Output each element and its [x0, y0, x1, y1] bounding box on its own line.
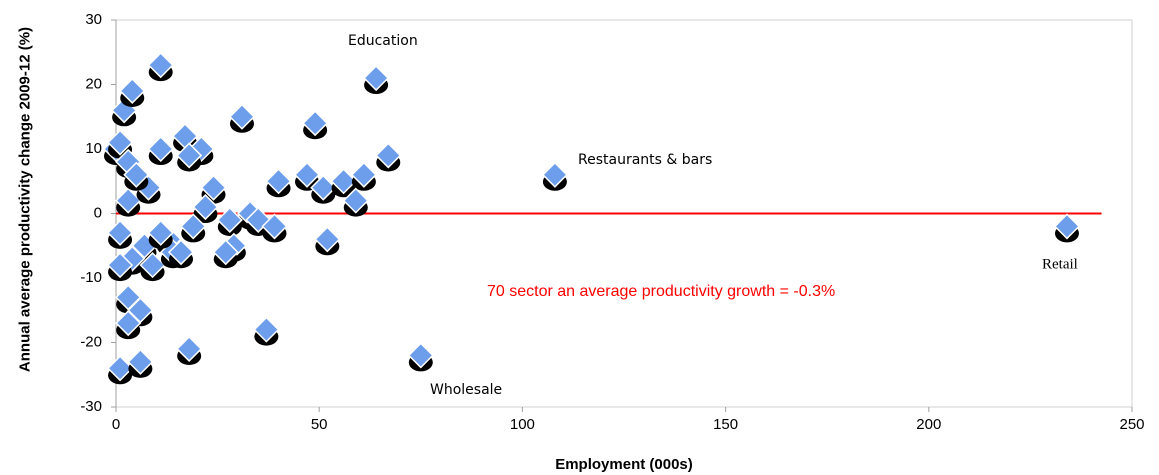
point-marker — [147, 52, 174, 79]
point-marker — [176, 335, 203, 363]
point-marker — [1053, 213, 1081, 240]
point — [147, 219, 174, 249]
point — [180, 213, 207, 243]
x-tick-label: 0 — [112, 416, 120, 433]
point — [253, 316, 280, 346]
point — [192, 193, 219, 224]
point — [212, 239, 239, 269]
point-marker — [192, 193, 219, 221]
point-marker — [176, 142, 203, 169]
point-marker — [541, 161, 568, 188]
point-marker — [147, 219, 174, 246]
point-marker — [261, 213, 288, 240]
point — [119, 77, 146, 107]
point-marker — [228, 103, 256, 130]
point-marker — [123, 161, 150, 188]
point — [314, 226, 341, 256]
point-marker — [330, 168, 357, 195]
x-tick-label: 250 — [1119, 416, 1144, 433]
point — [107, 355, 134, 385]
annotation: Restaurants & bars — [578, 152, 712, 168]
y-tick-label: 30 — [85, 11, 102, 28]
point — [375, 142, 402, 172]
point-marker — [139, 252, 166, 279]
point-marker — [107, 355, 134, 382]
point-marker — [212, 239, 239, 266]
point — [265, 168, 292, 198]
point — [123, 161, 150, 191]
point-marker — [302, 110, 329, 137]
point — [302, 110, 329, 140]
point-marker — [115, 284, 142, 311]
point — [330, 168, 357, 198]
point — [147, 52, 174, 82]
point — [167, 239, 195, 269]
point — [147, 135, 174, 165]
x-tick-label: 100 — [510, 416, 535, 433]
y-tick-label: 0 — [94, 204, 102, 221]
point-marker — [253, 316, 280, 343]
annotation: Wholesale — [430, 382, 502, 398]
point — [310, 174, 337, 204]
point — [261, 213, 288, 243]
x-tick-label: 150 — [713, 416, 738, 433]
point-marker — [107, 252, 134, 279]
y-tick-label: -30 — [80, 398, 102, 415]
point-marker — [127, 348, 154, 375]
point — [176, 142, 203, 172]
point — [363, 64, 390, 95]
point-marker — [115, 310, 142, 337]
point-marker — [216, 206, 243, 234]
point-marker — [107, 219, 134, 246]
y-tick-label: 10 — [85, 140, 102, 157]
point-marker — [200, 174, 227, 201]
point — [1053, 213, 1081, 243]
point-marker — [363, 64, 390, 92]
y-tick-label: 20 — [85, 75, 102, 92]
annotation: Education — [348, 33, 418, 49]
point — [139, 252, 166, 282]
point-marker — [265, 168, 292, 195]
point — [107, 219, 134, 249]
y-tick-label: -10 — [80, 269, 102, 286]
point — [342, 187, 369, 217]
point — [176, 335, 203, 365]
point-marker — [314, 226, 341, 253]
x-tick-label: 200 — [916, 416, 941, 433]
point — [115, 284, 142, 314]
point — [216, 206, 243, 236]
point-marker — [115, 187, 142, 214]
point — [111, 97, 138, 127]
point-marker — [119, 77, 146, 105]
point-marker — [350, 161, 377, 188]
point-marker — [180, 213, 207, 240]
annotation: Retail — [1042, 256, 1078, 272]
point-marker — [375, 142, 402, 169]
point-marker — [310, 174, 337, 201]
point — [127, 348, 154, 378]
point-marker — [147, 135, 174, 163]
point — [115, 187, 142, 217]
point-marker — [107, 129, 134, 156]
point-marker — [167, 239, 195, 266]
point — [228, 103, 256, 133]
point — [115, 310, 142, 340]
point-marker — [127, 297, 154, 324]
y-tick-label: -20 — [80, 333, 102, 350]
point-marker — [293, 161, 321, 188]
point — [407, 342, 434, 372]
point-marker — [342, 187, 369, 214]
point — [350, 161, 377, 191]
x-tick-label: 50 — [311, 416, 328, 433]
point-marker — [407, 342, 434, 369]
point — [541, 161, 568, 191]
annotation: 70 sector an average productivity growth… — [487, 283, 835, 300]
y-axis-label: Annual average productivity change 2009-… — [16, 26, 34, 373]
point — [107, 252, 134, 282]
x-axis-label: Employment (000s) — [555, 456, 693, 473]
